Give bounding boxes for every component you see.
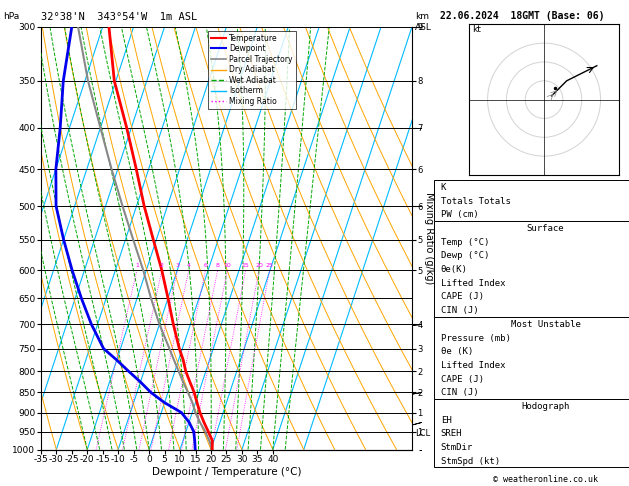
Text: CIN (J): CIN (J) [441,306,478,315]
Text: Totals Totals: Totals Totals [441,196,511,206]
Text: 22.06.2024  18GMT (Base: 06): 22.06.2024 18GMT (Base: 06) [440,11,605,21]
Text: StmSpd (kt): StmSpd (kt) [441,457,500,466]
Bar [434,221,629,317]
Bar [434,399,629,468]
Text: 3: 3 [175,263,179,268]
Text: 4: 4 [187,263,191,268]
Text: Dewp (°C): Dewp (°C) [441,251,489,260]
Text: SREH: SREH [441,430,462,438]
Legend: Temperature, Dewpoint, Parcel Trajectory, Dry Adiabat, Wet Adiabat, Isotherm, Mi: Temperature, Dewpoint, Parcel Trajectory… [208,31,296,109]
Text: 8: 8 [216,263,220,268]
Text: 32°38'N  343°54'W  1m ASL: 32°38'N 343°54'W 1m ASL [41,12,197,22]
Text: StmDir: StmDir [441,443,473,452]
Text: 6: 6 [204,263,208,268]
Text: km
ASL: km ASL [415,12,432,32]
Text: θe (K): θe (K) [441,347,473,356]
Text: LCL: LCL [415,429,430,438]
Text: 20: 20 [255,263,263,268]
Text: Lifted Index: Lifted Index [441,279,505,288]
Text: Pressure (mb): Pressure (mb) [441,333,511,343]
Text: 15: 15 [242,263,250,268]
Bar [434,317,629,399]
Text: CAPE (J): CAPE (J) [441,375,484,383]
Bar [434,221,629,317]
Text: 2: 2 [160,263,164,268]
Text: 10: 10 [223,263,231,268]
Text: 1: 1 [135,263,139,268]
Y-axis label: Mixing Ratio (g/kg): Mixing Ratio (g/kg) [424,192,434,284]
X-axis label: Dewpoint / Temperature (°C): Dewpoint / Temperature (°C) [152,467,301,477]
Text: Temp (°C): Temp (°C) [441,238,489,246]
Text: EH: EH [441,416,452,425]
Text: © weatheronline.co.uk: © weatheronline.co.uk [493,474,598,484]
Text: Hodograph: Hodograph [521,402,570,411]
Text: θe(K): θe(K) [441,265,467,274]
Text: K: K [441,183,446,192]
Text: CIN (J): CIN (J) [441,388,478,397]
Text: Surface: Surface [527,224,564,233]
Text: hPa: hPa [3,12,19,21]
Text: CAPE (J): CAPE (J) [441,293,484,301]
Bar [434,180,629,221]
Text: kt: kt [472,25,481,34]
Text: 25: 25 [265,263,274,268]
Text: PW (cm): PW (cm) [441,210,478,219]
Text: Most Unstable: Most Unstable [511,320,581,329]
Text: Lifted Index: Lifted Index [441,361,505,370]
